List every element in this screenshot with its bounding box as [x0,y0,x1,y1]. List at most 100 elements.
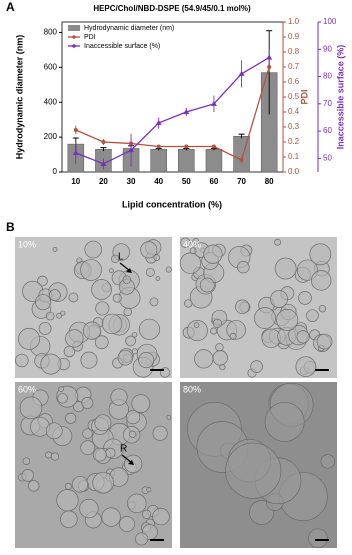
vesicle [165,266,172,273]
y3-axis-title: Inaccessible surface (%) [335,45,345,150]
vesicle [80,351,98,369]
vesicle [219,364,226,371]
x-tick-label: 80 [265,177,274,186]
image-label: 10% [18,239,36,249]
y3-tick-label: 100 [323,17,337,26]
vesicle [68,292,79,303]
x-tick-label: 60 [209,177,218,186]
vesicle [65,329,84,348]
vesicle [166,414,172,420]
vesicle [270,290,288,308]
vesicle [192,237,200,245]
vesicle [212,318,222,329]
x-tick-label: 10 [71,177,80,186]
legend-marker [72,44,76,48]
vesicle [125,409,141,425]
point [72,149,79,155]
image-label: 40% [183,239,201,249]
vesicle [295,356,317,377]
y3-tick-label: 60 [323,126,332,135]
vesicle [117,349,134,366]
x-tick-label: 50 [182,177,191,186]
vesicle [28,480,40,492]
x-tick-label: 40 [154,177,163,186]
vesicle [64,483,72,490]
vesicle [308,528,328,549]
vesicle [298,291,312,305]
point [210,100,217,106]
y-tick-label: 0 [53,167,58,176]
y2-tick-label: 0.8 [288,47,300,56]
vesicle [199,277,215,293]
y2-tick-label: 0.2 [288,137,300,146]
vesicle [264,401,305,442]
legend-swatch [68,25,80,31]
vesicle [110,388,128,406]
vesicle [91,279,112,300]
annotation-arrow [121,454,133,464]
series-line [75,56,270,165]
vesicle [131,394,151,413]
y2-tick-label: 0.9 [288,32,300,41]
image-label: 60% [18,384,36,394]
vesicle [254,307,276,330]
point [239,158,244,162]
vesicle [123,307,132,317]
vesicle [38,322,52,335]
vesicle [311,270,332,291]
vesicle [35,294,52,311]
vesicle [60,510,78,529]
vesicle [19,396,43,420]
vesicle [203,244,223,264]
vesicle [37,275,48,287]
y3-tick-label: 90 [323,44,332,53]
vesicle [80,259,102,281]
vesicle [138,352,155,369]
vesicle [105,447,116,458]
vesicle [274,238,282,246]
point [267,65,272,69]
vesicle [318,304,327,313]
arrow-head [126,268,132,273]
chart-title: HEPC/Chol/NBD-DSPE (54.9/45/0.1 mol%) [93,4,251,13]
x-tick-label: 30 [127,177,136,186]
vesicle [122,275,131,284]
vesicle [15,353,29,368]
vesicle [215,343,224,352]
y3-tick-label: 70 [323,99,332,108]
y2-tick-label: 0.3 [288,122,300,131]
vesicle [212,350,228,366]
vesicle [186,320,208,342]
point [266,54,273,60]
y-tick-label: 200 [44,132,58,141]
y-tick-label: 800 [44,28,58,37]
vesicle [112,293,122,303]
vesicle [276,308,299,331]
y3-tick-label: 50 [323,153,332,162]
vesicle [52,247,58,252]
x-tick-label: 20 [99,177,108,186]
y2-tick-label: 1.0 [288,17,300,26]
vesicle [40,353,62,375]
vesicle [316,333,333,350]
vesicle [149,297,159,307]
point [238,70,245,76]
point [184,144,189,149]
vesicle [152,507,170,526]
arrow-head [128,460,134,465]
legend-label: PDI [84,34,96,41]
vesicle [193,322,200,328]
vesicle [92,471,114,494]
legend-label: Hydrodynamic diameter (nm) [84,25,174,32]
vesicle [58,386,64,392]
y2-tick-label: 0.4 [288,107,300,116]
panel-label: B [6,220,15,234]
vesicle [138,318,161,340]
vesicle [119,515,135,532]
y-tick-label: 400 [44,97,58,106]
point [73,128,78,132]
vesicle [82,428,93,439]
point [100,160,107,166]
